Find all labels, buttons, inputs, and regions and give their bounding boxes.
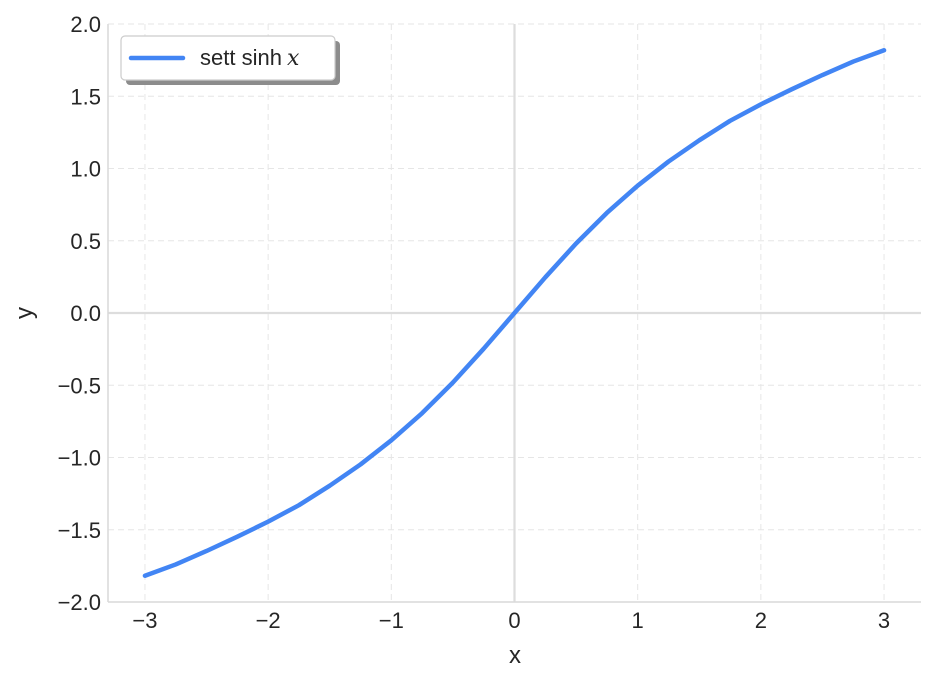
y-axis-label: y [11,307,38,319]
series-line [142,48,887,578]
y-tick-label: 1.5 [70,84,101,109]
legend-label-variable: x [287,46,300,71]
y-tick-label: −2.0 [58,590,101,615]
legend-label: sett sinh x [200,45,300,71]
tick-labels: −3 −2 −1 0 1 2 3 −2.0 −1.5 −1.0 −0.5 0.0 0.5 1.0 1.5 2.… [58,12,891,633]
x-tick-label: 3 [878,608,890,633]
legend-label-text: sett sinh [200,45,282,70]
x-tick-label: −3 [132,608,157,633]
y-tick-label: 0.5 [70,229,101,254]
y-tick-label: −1.5 [58,518,101,543]
x-tick-label: 0 [508,608,520,633]
y-tick-label: −0.5 [58,373,101,398]
x-tick-label: 1 [632,608,644,633]
y-tick-label: 1.0 [70,157,101,182]
x-tick-label: −1 [379,608,404,633]
series-layer [142,48,887,578]
legend-box [120,35,336,81]
y-tick-label: 2.0 [70,12,101,37]
x-tick-label: −2 [256,608,281,633]
x-tick-label: 2 [755,608,767,633]
axes-spines [107,24,921,603]
y-tick-label: −1.0 [58,446,101,471]
legend: sett sinh x [120,35,340,85]
y-tick-label: 0.0 [70,301,101,326]
x-axis-label: x [509,642,521,669]
